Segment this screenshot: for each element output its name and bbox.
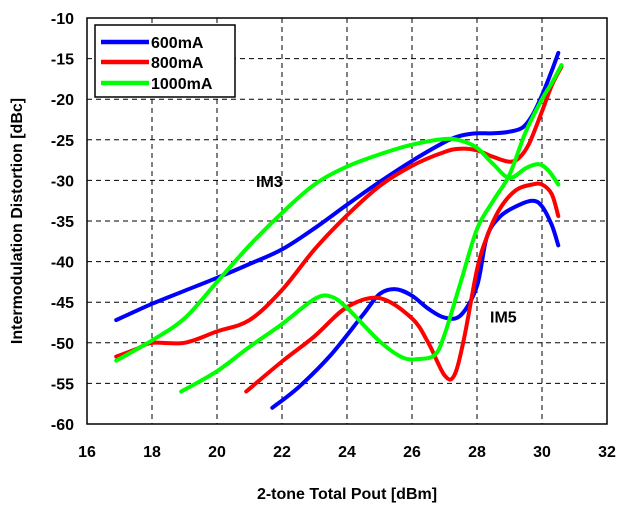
y-tick-label: -30 — [51, 173, 74, 190]
x-tick-label: 28 — [468, 444, 486, 461]
y-tick-label: -20 — [51, 92, 74, 109]
x-tick-label: 16 — [78, 444, 96, 461]
x-tick-label: 20 — [208, 444, 226, 461]
y-tick-label: -45 — [51, 295, 74, 312]
series-line-1000ma-im5 — [179, 63, 564, 394]
annotation-im5: IM5 — [490, 310, 517, 327]
x-tick-label: 22 — [273, 444, 291, 461]
y-tick-label: -50 — [51, 336, 74, 353]
x-tick-label: 24 — [338, 444, 356, 461]
series-line-600ma-im5 — [270, 198, 561, 410]
y-tick-label: -55 — [51, 376, 74, 393]
y-tick-label: -10 — [51, 11, 74, 28]
annotation-im3: IM3 — [256, 174, 283, 191]
plot-frame — [86, 17, 608, 425]
grid — [87, 18, 607, 424]
x-tick-label: 30 — [533, 444, 551, 461]
y-tick-label: -25 — [51, 133, 74, 150]
y-tick-label: -15 — [51, 52, 74, 69]
x-tick-label: 32 — [598, 444, 616, 461]
x-axis-title: 2-tone Total Pout [dBm] — [257, 486, 437, 503]
series-line-1000ma-im3 — [114, 136, 561, 363]
series-layer — [114, 50, 564, 410]
x-tick-label: 26 — [403, 444, 421, 461]
y-tick-labels: -10 -15 -20 -25 -30 -35 -40 -45 -50 -55 -60 — [51, 11, 74, 434]
y-tick-label: -35 — [51, 214, 74, 231]
y-tick-label: -40 — [51, 255, 74, 272]
legend-label-800ma: 800mA — [151, 55, 204, 72]
y-axis-title: Intermodulation Distortion [dBc] — [9, 98, 26, 344]
legend: 600mA 800mA 1000mA — [94, 24, 236, 98]
x-tick-label: 18 — [143, 444, 161, 461]
series-line-800ma-im3 — [114, 64, 564, 359]
legend-label-1000ma: 1000mA — [151, 76, 213, 93]
x-tick-labels: 16 18 20 22 24 26 28 30 32 — [78, 444, 616, 461]
legend-label-600ma: 600mA — [151, 35, 204, 52]
y-tick-label: -60 — [51, 417, 74, 434]
